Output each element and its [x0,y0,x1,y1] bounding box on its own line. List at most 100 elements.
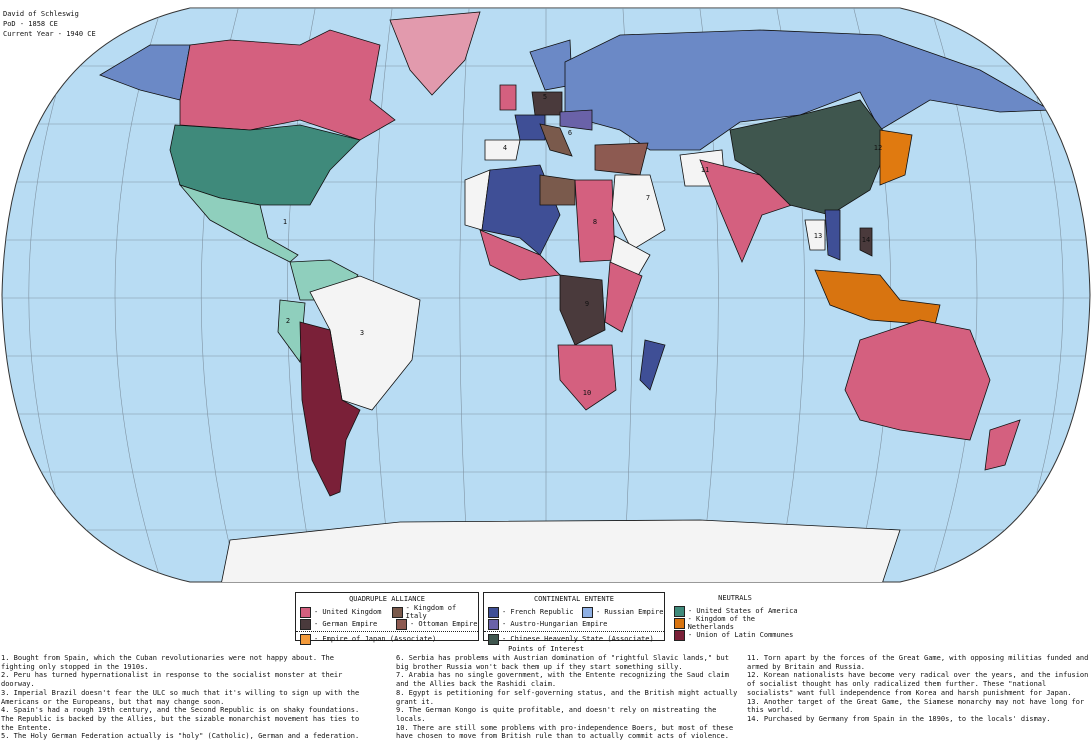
note: 3. Imperial Brazil doesn't fear the ULC … [1,688,360,706]
legend-label: - United Kingdom [314,608,382,616]
legend-item: - Kingdom of the Netherlands [670,615,800,631]
region-uk [499,84,517,111]
swatch [674,617,685,629]
region-indochina [824,209,841,261]
map-header: David of Schleswig PoD - 1858 CE Current… [3,9,96,39]
legend-label: - Austro-Hungarian Empire [502,620,608,628]
swatch [674,605,685,617]
region-usa [169,124,361,206]
legend-label: - Union of Latin Communes [688,631,794,639]
legend-label: - French Republic [502,608,574,616]
swatch [300,606,311,618]
note: 11. Torn apart by the forces of the Grea… [747,654,1089,671]
note: 8. Egypt is petitioning for self-governi… [396,688,738,706]
swatch [582,606,593,618]
map-label-4: 4 [503,144,507,152]
legend-label: - Chinese Heavenly State (Associate) [502,635,654,643]
notes-column-1: 1. Bought from Spain, which the Cuban re… [1,654,369,741]
region-east-africa [604,261,643,333]
region-japan [879,129,913,186]
swatch [300,618,311,630]
legend-label: - Kingdom of the Netherlands [687,615,756,631]
map-label-2: 2 [286,317,290,325]
map-label-1: 1 [283,218,287,226]
map-label-14: 14 [862,236,870,244]
region-south-africa [557,344,617,411]
region-philippines [859,227,873,257]
region-france [514,114,546,141]
region-peru [277,299,306,364]
legend-item: - Russian Empire [578,606,663,618]
author: David of Schleswig [3,10,79,18]
note: 4. Spain's had a rough 19th century, and… [1,706,360,732]
region-arabia [611,174,666,251]
map-label-12: 12 [874,144,882,152]
legend-item: - Chinese Heavenly State (Associate) [484,633,664,645]
legend-item: - Empire of Japan (Associate) [296,633,478,645]
notes-column-2: 6. Serbia has problems with Austrian dom… [396,654,744,741]
region-austria-hungary [559,109,593,131]
poi-title: Points of Interest [508,645,584,653]
legend-item: - German Empire [296,618,392,630]
legend-title: NEUTRALS [718,594,752,602]
legend-label: - Ottoman Empire [410,620,478,628]
note: 10. There are still some problems with p… [396,723,734,741]
map-label-7: 7 [646,194,650,202]
region-new-zealand [984,419,1021,471]
current-year: Current Year - 1940 CE [3,30,96,38]
legend-label: - United States of America [688,607,798,615]
region-antarctica [219,519,901,582]
note: 6. Serbia has problems with Austrian dom… [396,654,729,671]
region-indonesia [814,269,941,326]
legend-item: - Kingdom of Italy [388,604,478,620]
legend-item: - United Kingdom [296,606,388,618]
region-siam [804,219,826,251]
map-label-8: 8 [593,218,597,226]
swatch [392,606,403,618]
note: 1. Bought from Spain, which the Cuban re… [1,654,334,671]
legend-neutrals: NEUTRALS - United States of America - Ki… [670,592,800,641]
swatch [488,633,499,645]
point-of-divergence: PoD - 1858 CE [3,20,58,28]
note: 14. Purchased by Germany from Spain in t… [747,714,1051,723]
region-australia [844,319,991,441]
note: 5. The Holy German Federation actually i… [1,732,360,741]
map-label-13: 13 [814,232,822,240]
region-ottoman [594,142,649,176]
swatch [300,633,311,645]
region-madagascar [639,339,666,391]
region-china [729,99,891,216]
map-label-11: 11 [701,166,709,174]
notes-column-3: 11. Torn apart by the forces of the Grea… [747,654,1091,724]
region-libya [539,174,576,206]
map-label-6: 6 [568,129,572,137]
region-greenland [389,11,481,96]
region-italy [539,123,573,157]
legend-title: CONTINENTAL ENTENTE [533,595,615,603]
legend-item: - Ottoman Empire [392,618,477,630]
legend-title: QUADRUPLE ALLIANCE [349,595,425,603]
region-kongo [559,274,606,346]
region-spain [484,139,521,161]
note: 9. The German Kongo is quite profitable,… [396,706,717,723]
swatch [396,618,407,630]
legend-label: - Kingdom of Italy [405,604,457,620]
region-mexico [178,184,299,263]
note: 13. Another target of the Great Game, th… [747,697,1085,715]
legend-item: - United States of America [670,605,800,617]
swatch [488,606,499,618]
map-label-5: 5 [543,93,547,101]
swatch [674,629,685,641]
note: 2. Peru has turned hypernationalist in r… [1,671,343,689]
map-label-3: 3 [360,329,364,337]
swatch [488,618,499,630]
map-label-10: 10 [583,389,591,397]
legend-continental-entente: CONTINENTAL ENTENTE - French Republic - … [483,592,665,645]
legend-label: - German Empire [314,620,378,628]
note: 7. Arabia has no single government, with… [396,671,729,689]
legend-item: - Austro-Hungarian Empire [484,618,664,630]
legend-quadruple-alliance: QUADRUPLE ALLIANCE - United Kingdom - Ki… [295,592,479,645]
legend-item: - Union of Latin Communes [670,629,800,641]
legend-item: - French Republic [484,606,578,618]
